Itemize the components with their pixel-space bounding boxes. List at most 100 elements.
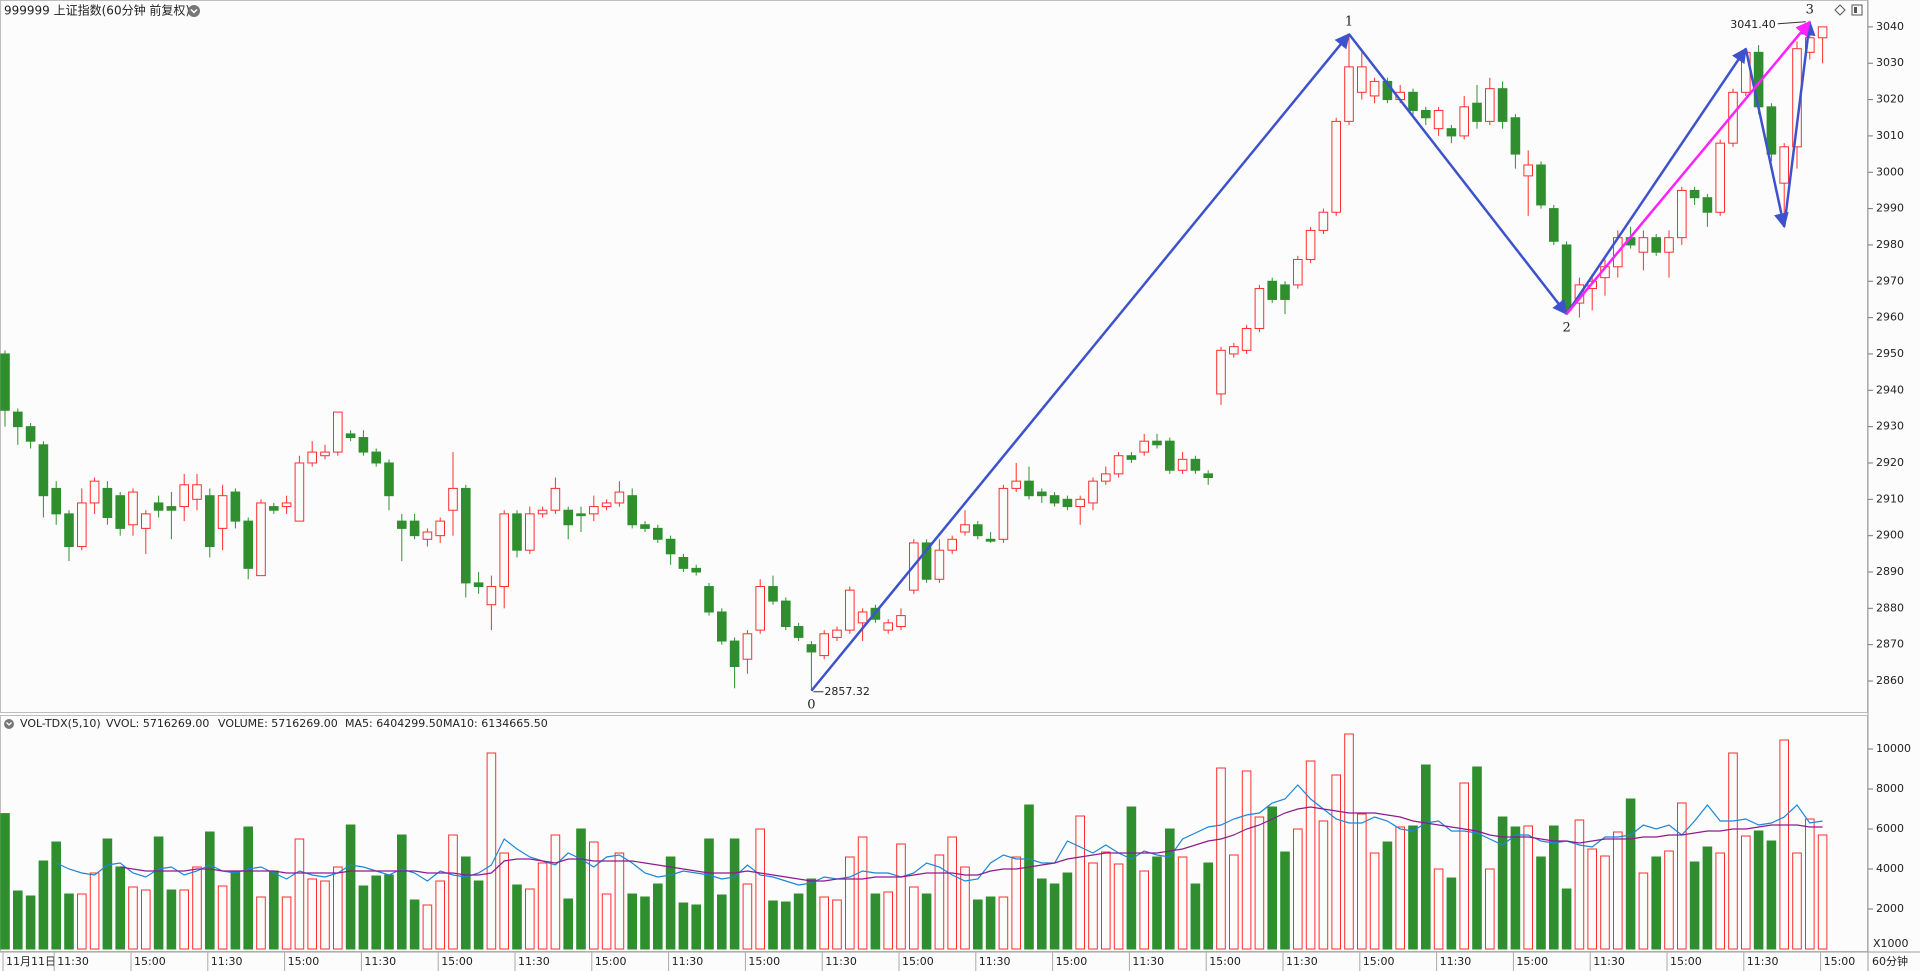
- volume-bar: [921, 893, 932, 950]
- candle-body: [205, 495, 215, 548]
- candle-body: [256, 502, 266, 577]
- x-tick-label: 15:00: [748, 955, 780, 968]
- wave-line: [810, 32, 1350, 692]
- candle-body: [1280, 284, 1290, 300]
- candle-body: [1177, 458, 1188, 471]
- y-tick-label: 2980: [1876, 238, 1904, 251]
- volume-bar: [1472, 766, 1482, 950]
- candle-body: [499, 513, 509, 588]
- candle-body: [678, 556, 689, 569]
- volume-bar: [627, 893, 638, 950]
- candle-body: [102, 487, 113, 518]
- ma-line: [120, 806, 1823, 882]
- volume-bar: [1318, 820, 1329, 950]
- volume-bar: [1805, 818, 1815, 950]
- volume-bar: [473, 880, 484, 950]
- candle-body: [857, 611, 868, 624]
- volume-bar: [461, 856, 471, 950]
- wave-label: 0: [807, 697, 815, 712]
- candle-body: [1549, 208, 1559, 242]
- candle-body: [1689, 189, 1700, 199]
- candle-body: [832, 629, 842, 638]
- candle-body: [1408, 91, 1418, 111]
- volume-bar: [358, 885, 369, 950]
- candle-body: [1229, 346, 1239, 355]
- volume-bar: [1613, 831, 1623, 950]
- volume-bar: [1254, 816, 1265, 950]
- candle-body: [1216, 349, 1226, 395]
- x-tick-label: 15:00: [441, 955, 473, 968]
- candle-body: [422, 531, 433, 540]
- candle-body: [38, 444, 49, 497]
- volume-bar: [371, 875, 381, 950]
- candle-body: [269, 506, 279, 511]
- candle-body: [742, 633, 753, 660]
- volume-bar: [102, 838, 113, 950]
- volume-bar: [1088, 862, 1098, 950]
- y-tick-label: 6000: [1876, 822, 1904, 835]
- volume-bar: [909, 886, 919, 950]
- volume-bar: [1497, 816, 1508, 950]
- dropdown-chevron[interactable]: [190, 8, 198, 14]
- volume-bar: [537, 862, 548, 950]
- volume-bar: [230, 870, 241, 950]
- diamond-icon[interactable]: [1834, 4, 1846, 16]
- volume-bar: [1305, 760, 1316, 950]
- volume-bar: [1369, 852, 1380, 950]
- candle-body: [345, 433, 356, 439]
- vvol-label: VVOL: 5716269.00: [106, 717, 209, 730]
- x-tick-label: 11:30: [518, 955, 550, 968]
- volume-bar: [1587, 848, 1598, 950]
- candle-body: [691, 567, 702, 573]
- candle-body: [601, 502, 612, 508]
- candle-body: [1421, 109, 1431, 119]
- volume-bar: [614, 852, 625, 950]
- volume-bar: [717, 894, 727, 950]
- volume-bar: [13, 890, 23, 950]
- dropdown-icon[interactable]: [188, 5, 200, 17]
- y-tick-label: 2930: [1876, 420, 1904, 433]
- x-tick-label: 15:00: [1209, 955, 1241, 968]
- candle-body: [1241, 328, 1252, 351]
- y-tick-label: 3020: [1876, 93, 1904, 106]
- candle-body: [358, 437, 369, 453]
- indicator-circle[interactable]: [4, 719, 14, 729]
- volume-bar: [589, 841, 599, 950]
- x-tick-label: 15:00: [1824, 955, 1856, 968]
- candle-body: [717, 611, 727, 642]
- volume-bar: [1600, 855, 1610, 950]
- volume-bar: [64, 893, 74, 950]
- volume-bar: [128, 886, 138, 950]
- candle-body: [141, 513, 151, 529]
- x-tick-label: 15:00: [1056, 955, 1088, 968]
- volume-bar: [1011, 856, 1022, 950]
- candle-body: [115, 495, 126, 529]
- volume-bar: [755, 828, 766, 950]
- volume-bar: [1331, 774, 1342, 950]
- panel-icon[interactable]: [1851, 4, 1863, 16]
- indicator-icon[interactable]: [4, 719, 14, 729]
- volume-bar: [166, 889, 177, 950]
- y-tick-label: 2990: [1876, 202, 1904, 215]
- candle-body: [89, 480, 100, 504]
- volume-bar: [1753, 830, 1764, 950]
- volume-bar: [1037, 878, 1047, 950]
- indicator-chevron[interactable]: [6, 722, 12, 726]
- x-tick-label: 15:00: [1363, 955, 1395, 968]
- candle-body: [1011, 480, 1022, 489]
- candle-body: [947, 538, 958, 551]
- volume-bar: [153, 836, 164, 950]
- candle-body: [614, 491, 625, 504]
- candle-body: [486, 586, 497, 606]
- volume-bar: [985, 896, 996, 950]
- candle-body: [128, 491, 138, 526]
- candle-body: [461, 487, 471, 584]
- candle-body: [1088, 480, 1098, 504]
- volume-bar: [422, 904, 433, 950]
- dropdown-circle[interactable]: [188, 5, 200, 17]
- x-tick-label: 11:30: [364, 955, 396, 968]
- volume-bar: [1779, 739, 1790, 950]
- candle-body: [1203, 473, 1214, 479]
- volume-bar: [601, 893, 612, 950]
